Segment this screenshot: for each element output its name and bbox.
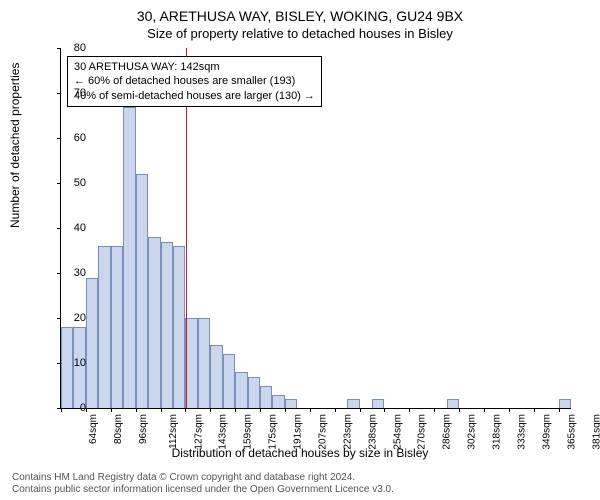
histogram-bar bbox=[347, 399, 359, 408]
ytick-mark bbox=[57, 228, 61, 229]
annotation-line3: 40% of semi-detached houses are larger (… bbox=[74, 89, 315, 103]
histogram-bar bbox=[285, 399, 297, 408]
xtick-mark bbox=[161, 408, 162, 412]
xtick-label: 318sqm bbox=[492, 414, 503, 450]
histogram-bar bbox=[447, 399, 459, 408]
xtick-mark bbox=[335, 408, 336, 412]
xtick-label: 112sqm bbox=[167, 414, 178, 449]
ytick-label: 20 bbox=[74, 312, 86, 324]
xtick-label: 127sqm bbox=[193, 414, 204, 450]
ytick-label: 70 bbox=[74, 87, 86, 99]
ytick-mark bbox=[57, 273, 61, 274]
footer-line1: Contains HM Land Registry data © Crown c… bbox=[12, 472, 394, 484]
ytick-label: 30 bbox=[74, 267, 86, 279]
xtick-label: 333sqm bbox=[517, 414, 528, 450]
chart-title-sub: Size of property relative to detached ho… bbox=[0, 26, 600, 41]
xtick-label: 302sqm bbox=[467, 414, 478, 450]
annotation-line2: ← 60% of detached houses are smaller (19… bbox=[74, 74, 315, 88]
histogram-bar bbox=[98, 246, 110, 408]
xtick-label: 381sqm bbox=[591, 414, 600, 450]
histogram-bar bbox=[235, 372, 247, 408]
xtick-mark bbox=[310, 408, 311, 412]
xtick-mark bbox=[434, 408, 435, 412]
histogram-bar bbox=[136, 174, 148, 408]
histogram-bar bbox=[223, 354, 235, 408]
xtick-label: 175sqm bbox=[268, 414, 279, 450]
histogram-bar bbox=[161, 242, 173, 409]
xtick-label: 286sqm bbox=[442, 414, 453, 450]
xtick-mark bbox=[86, 408, 87, 412]
y-axis-label: Number of detached properties bbox=[8, 63, 22, 228]
histogram-bar bbox=[372, 399, 384, 408]
xtick-mark bbox=[136, 408, 137, 412]
xtick-mark bbox=[484, 408, 485, 412]
xtick-label: 159sqm bbox=[243, 414, 254, 450]
xtick-mark bbox=[459, 408, 460, 412]
xtick-label: 207sqm bbox=[317, 414, 328, 450]
ytick-mark bbox=[57, 183, 61, 184]
histogram-bar bbox=[111, 246, 123, 408]
histogram-bar bbox=[198, 318, 210, 408]
ytick-mark bbox=[57, 138, 61, 139]
histogram-bar bbox=[260, 386, 272, 409]
histogram-bar bbox=[248, 377, 260, 409]
ytick-label: 40 bbox=[74, 222, 86, 234]
xtick-mark bbox=[409, 408, 410, 412]
xtick-label: 64sqm bbox=[88, 414, 99, 444]
xtick-mark bbox=[360, 408, 361, 412]
xtick-label: 96sqm bbox=[138, 414, 149, 444]
ytick-label: 50 bbox=[74, 177, 86, 189]
xtick-mark bbox=[559, 408, 560, 412]
xtick-label: 80sqm bbox=[113, 414, 124, 444]
footer-attribution: Contains HM Land Registry data © Crown c… bbox=[12, 472, 394, 496]
xtick-mark bbox=[235, 408, 236, 412]
annotation-line1: 30 ARETHUSA WAY: 142sqm bbox=[74, 60, 315, 74]
xtick-mark bbox=[285, 408, 286, 412]
ytick-label: 80 bbox=[74, 42, 86, 54]
xtick-mark bbox=[534, 408, 535, 412]
xtick-label: 349sqm bbox=[541, 414, 552, 450]
xtick-mark bbox=[384, 408, 385, 412]
xtick-label: 223sqm bbox=[342, 414, 353, 450]
ytick-label: 60 bbox=[74, 132, 86, 144]
xtick-mark bbox=[210, 408, 211, 412]
xtick-mark bbox=[260, 408, 261, 412]
histogram-bar bbox=[123, 107, 135, 409]
xtick-mark bbox=[185, 408, 186, 412]
xtick-label: 365sqm bbox=[566, 414, 577, 450]
xtick-label: 143sqm bbox=[218, 414, 229, 450]
histogram-bar bbox=[210, 345, 222, 408]
ytick-label: 10 bbox=[74, 357, 86, 369]
xtick-mark bbox=[111, 408, 112, 412]
xtick-label: 254sqm bbox=[392, 414, 403, 450]
footer-line2: Contains public sector information licen… bbox=[12, 484, 394, 496]
xtick-label: 238sqm bbox=[367, 414, 378, 450]
ytick-mark bbox=[57, 48, 61, 49]
xtick-mark bbox=[61, 408, 62, 412]
histogram-bar bbox=[86, 278, 98, 409]
ytick-label: 0 bbox=[80, 402, 86, 414]
xtick-label: 270sqm bbox=[417, 414, 428, 450]
xtick-mark bbox=[509, 408, 510, 412]
histogram-bar bbox=[559, 399, 571, 408]
ytick-mark bbox=[57, 318, 61, 319]
xtick-label: 191sqm bbox=[293, 414, 304, 450]
chart-container: 30, ARETHUSA WAY, BISLEY, WOKING, GU24 9… bbox=[0, 0, 600, 500]
ytick-mark bbox=[57, 93, 61, 94]
plot-area: 30 ARETHUSA WAY: 142sqm← 60% of detached… bbox=[60, 48, 571, 409]
chart-title-main: 30, ARETHUSA WAY, BISLEY, WOKING, GU24 9… bbox=[0, 8, 600, 24]
histogram-bar bbox=[61, 327, 73, 408]
histogram-bar bbox=[173, 246, 185, 408]
histogram-bar bbox=[148, 237, 160, 408]
histogram-bar bbox=[272, 395, 284, 409]
annotation-box: 30 ARETHUSA WAY: 142sqm← 60% of detached… bbox=[67, 56, 322, 107]
